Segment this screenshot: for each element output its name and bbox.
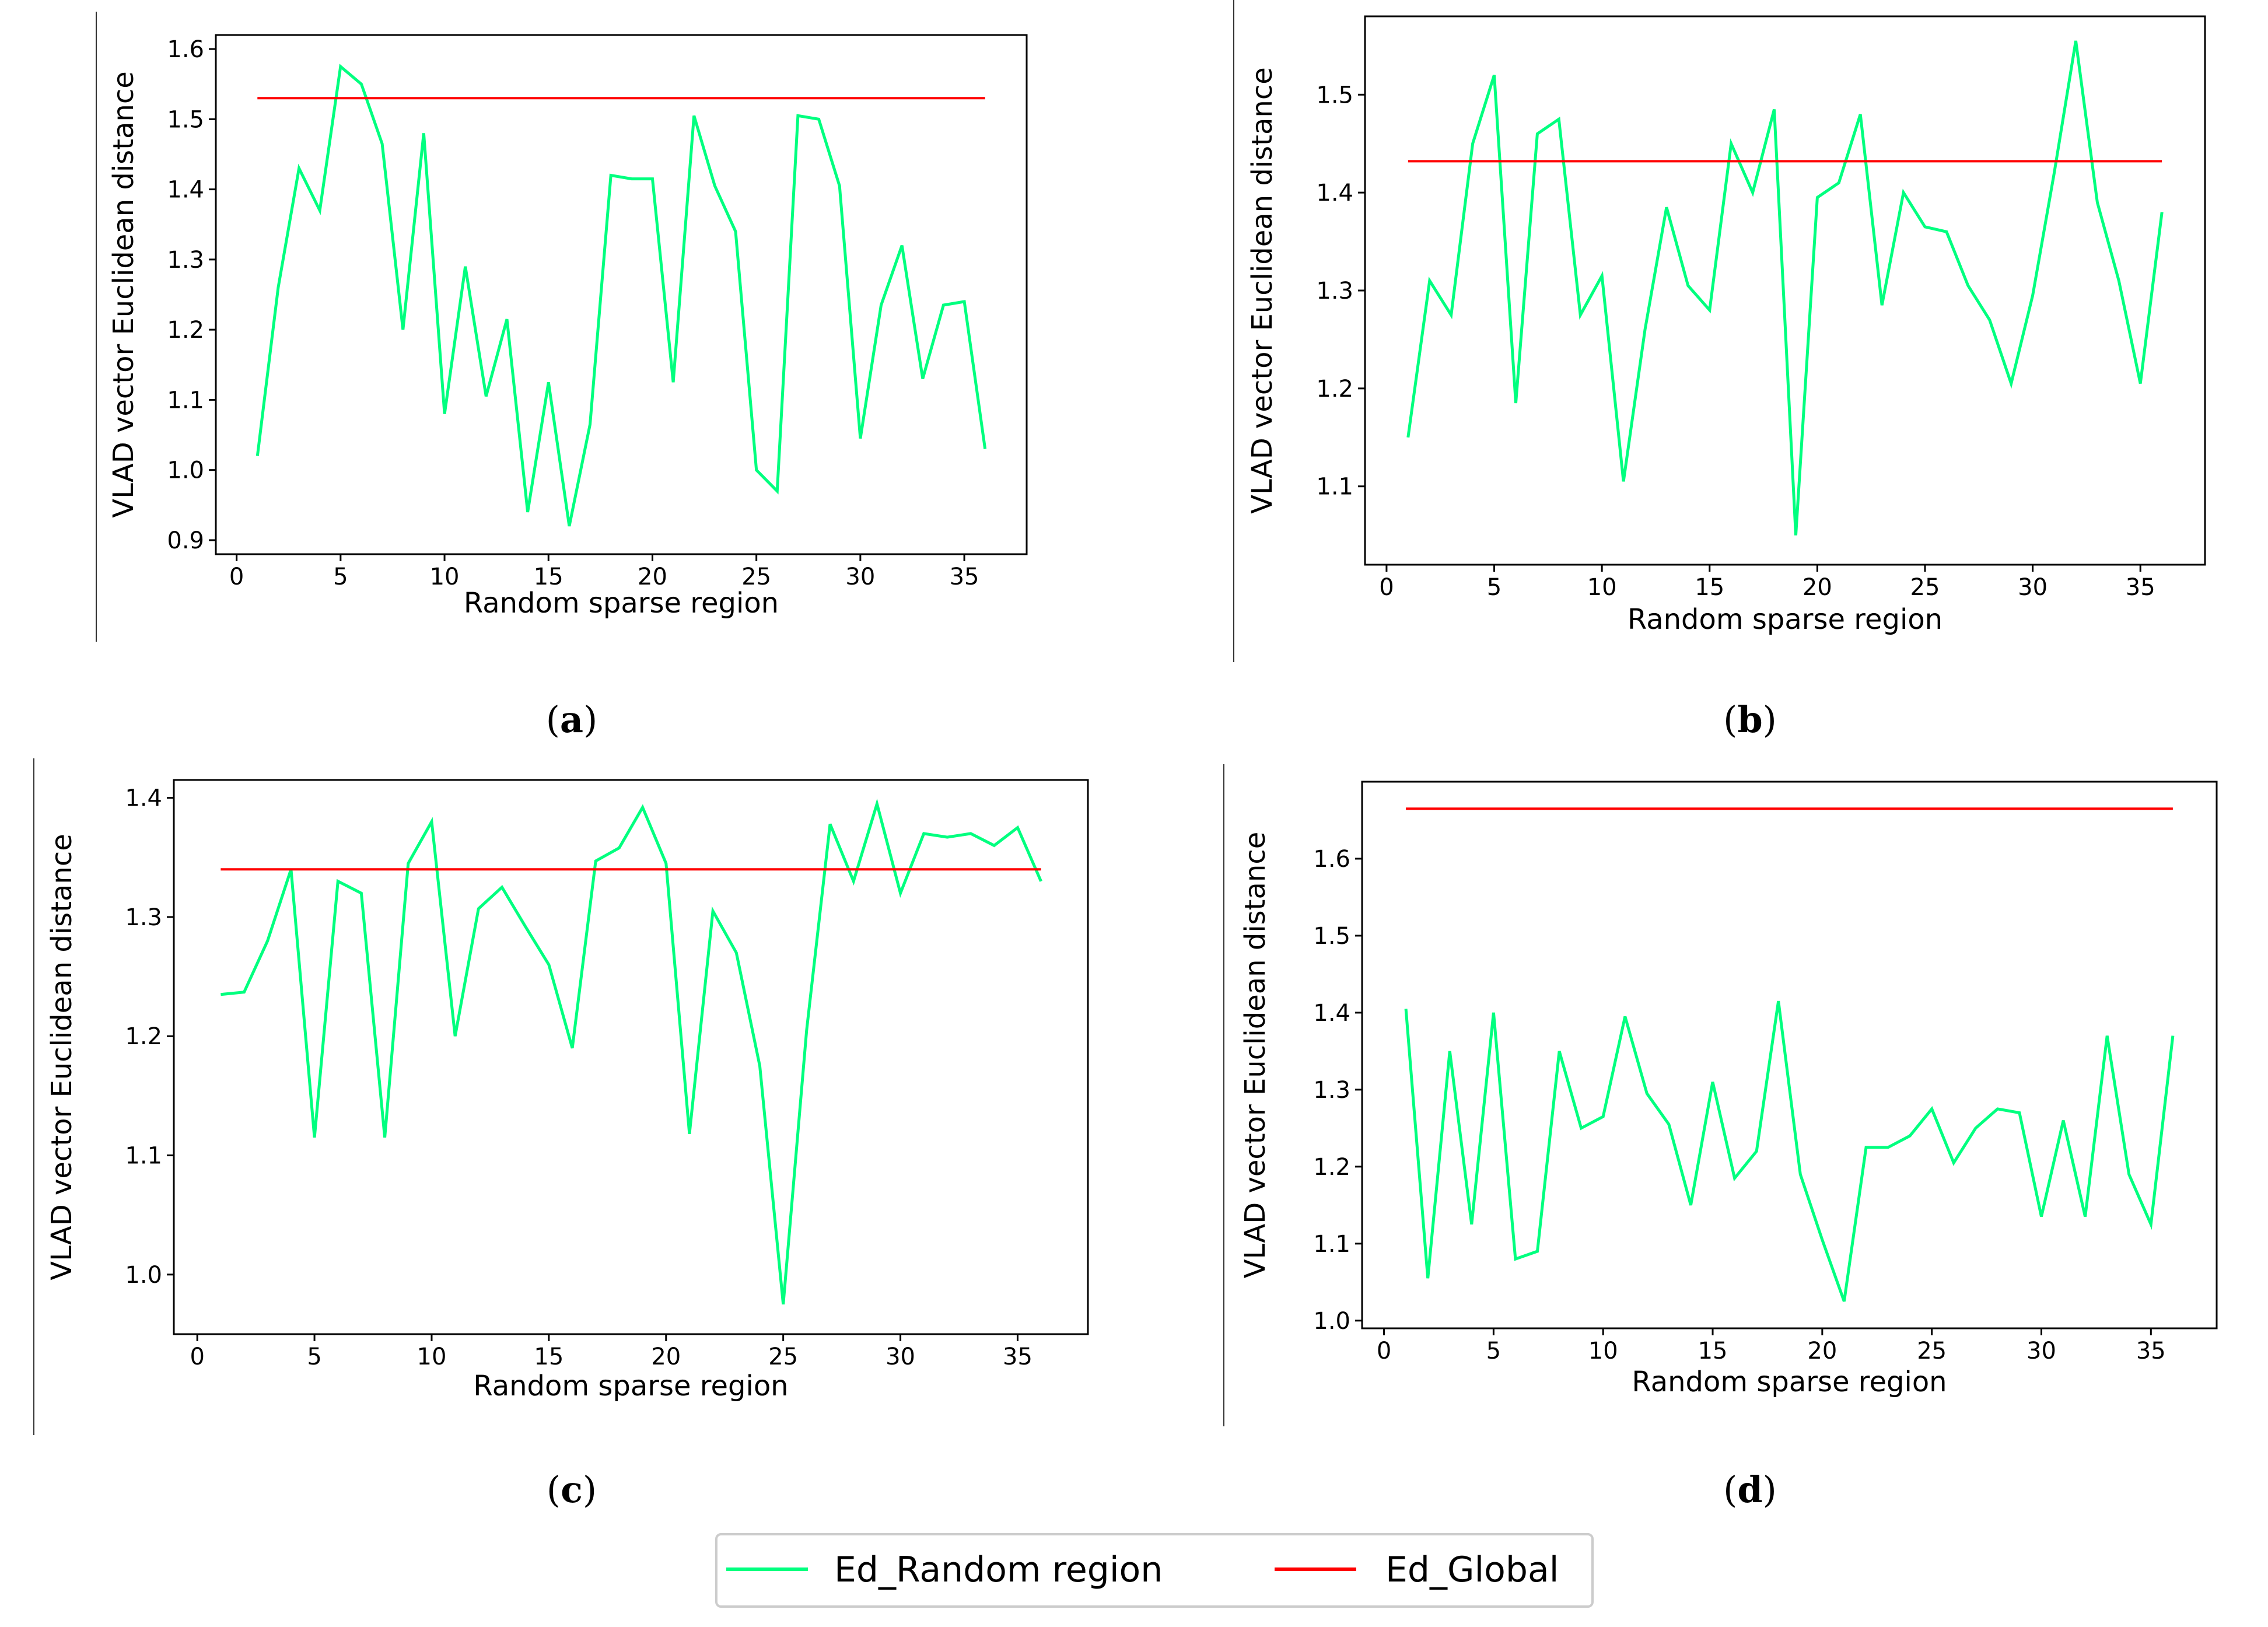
series-line-ed-random-region xyxy=(1406,40,2164,536)
x-axis-title: Random sparse region xyxy=(473,1370,788,1402)
x-tick-label: 0 xyxy=(229,564,244,590)
x-tick-label: 10 xyxy=(417,1343,447,1370)
caption-letter: a xyxy=(560,698,583,741)
series-line-ed-random-region xyxy=(1404,1000,2175,1302)
x-tick-label: 30 xyxy=(2018,574,2048,601)
x-tick-label: 35 xyxy=(2136,1338,2166,1364)
y-tick-label: 1.5 xyxy=(1316,82,1353,109)
x-tick-label: 0 xyxy=(1377,1338,1391,1364)
x-axis-title: Random sparse region xyxy=(1632,1366,1947,1398)
x-tick-label: 20 xyxy=(638,564,667,590)
x-tick-label: 25 xyxy=(1917,1338,1947,1364)
x-tick-label: 15 xyxy=(534,1343,564,1370)
y-tick-label: 1.0 xyxy=(167,457,204,484)
x-tick-label: 25 xyxy=(741,564,771,590)
y-tick-label: 1.2 xyxy=(1316,376,1353,403)
y-tick-label: 1.5 xyxy=(1313,923,1350,950)
x-axis-title: Random sparse region xyxy=(464,587,779,620)
x-tick-label: 25 xyxy=(768,1343,798,1370)
caption-letter: d xyxy=(1737,1468,1762,1511)
x-tick-label: 25 xyxy=(1910,574,1940,601)
y-tick-label: 1.4 xyxy=(1313,1000,1350,1027)
caption-close-paren: ) xyxy=(1763,698,1777,741)
chart-panel-d: 0 5 10 15 20 25 30 35 1.0 1.1 1.2 1.3 1.4 1.5 1.6 Rando… xyxy=(1223,764,2218,1511)
x-axis-title: Random sparse region xyxy=(1628,603,1943,636)
plot-frame xyxy=(1361,781,2218,1329)
y-tick-label: 1.1 xyxy=(1316,474,1353,501)
caption-close-paren: ) xyxy=(583,698,597,741)
chart-panel-b: 0 5 10 15 20 25 30 35 1.1 1.2 1.3 1.4 1.5 Random spar… xyxy=(1233,0,2206,741)
y-tick-label: 1.3 xyxy=(167,247,204,274)
y-tick-label: 0.9 xyxy=(167,527,204,554)
x-tick-label: 0 xyxy=(1379,574,1394,601)
caption-letter: c xyxy=(561,1468,583,1511)
y-tick-label: 1.0 xyxy=(1313,1308,1350,1335)
x-tick-label: 20 xyxy=(1803,574,1832,601)
panel-caption: (a) xyxy=(546,698,598,741)
series-line-ed-random-region xyxy=(220,798,1042,1305)
x-tick-label: 5 xyxy=(307,1343,321,1370)
y-tick-label: 1.3 xyxy=(1313,1077,1350,1104)
y-tick-label: 1.1 xyxy=(167,387,204,414)
x-tick-label: 35 xyxy=(950,564,979,590)
caption-open-paren: ( xyxy=(547,1468,561,1511)
legend-label: Ed_Random region xyxy=(834,1549,1163,1590)
x-tick-label: 0 xyxy=(190,1343,204,1370)
y-tick-label: 1.6 xyxy=(167,36,204,63)
x-tick-label: 35 xyxy=(2126,574,2155,601)
caption-open-paren: ( xyxy=(1723,698,1737,741)
x-tick-label: 15 xyxy=(534,564,564,590)
caption-open-paren: ( xyxy=(546,698,560,741)
y-axis-title: VLAD vector Euclidean distance xyxy=(107,71,140,518)
x-tick-label: 30 xyxy=(845,564,875,590)
x-tick-label: 20 xyxy=(651,1343,681,1370)
plot-frame xyxy=(215,34,1028,555)
y-tick-label: 1.2 xyxy=(125,1023,162,1050)
x-tick-label: 35 xyxy=(1003,1343,1032,1370)
x-tick-label: 20 xyxy=(1807,1338,1837,1364)
x-tick-label: 15 xyxy=(1695,574,1724,601)
caption-close-paren: ) xyxy=(583,1468,597,1511)
plot-frame xyxy=(173,779,1089,1335)
legend: Ed_Random region Ed_Global xyxy=(715,1533,1594,1608)
y-tick-label: 1.0 xyxy=(125,1262,162,1289)
y-tick-label: 1.4 xyxy=(125,785,162,812)
x-tick-label: 10 xyxy=(430,564,460,590)
y-axis-title: VLAD vector Euclidean distance xyxy=(46,834,78,1280)
y-axis-title: VLAD vector Euclidean distance xyxy=(1239,832,1272,1279)
chart-panel-c: 0 5 10 15 20 25 30 35 1.0 1.1 1.2 1.3 1.4 Random spar… xyxy=(33,758,1089,1511)
legend-box xyxy=(715,1533,1594,1608)
x-tick-label: 5 xyxy=(1487,574,1502,601)
y-tick-label: 1.1 xyxy=(125,1143,162,1170)
caption-close-paren: ) xyxy=(1763,1468,1777,1511)
y-tick-label: 1.3 xyxy=(125,904,162,931)
x-tick-label: 5 xyxy=(333,564,348,590)
panel-caption: (c) xyxy=(547,1468,597,1511)
x-tick-label: 10 xyxy=(1587,574,1617,601)
y-tick-label: 1.2 xyxy=(1313,1154,1350,1181)
caption-letter: b xyxy=(1737,698,1762,741)
x-tick-label: 15 xyxy=(1698,1338,1728,1364)
y-tick-label: 1.1 xyxy=(1313,1231,1350,1258)
plot-frame xyxy=(1364,15,2206,566)
panel-caption: (d) xyxy=(1723,1468,1777,1511)
y-tick-label: 1.2 xyxy=(167,317,204,344)
y-tick-label: 1.5 xyxy=(167,106,204,133)
x-tick-label: 10 xyxy=(1588,1338,1618,1364)
y-tick-label: 1.4 xyxy=(1316,180,1353,207)
y-tick-label: 1.3 xyxy=(1316,278,1353,305)
y-tick-label: 1.4 xyxy=(167,177,204,204)
y-axis-title: VLAD vector Euclidean distance xyxy=(1246,67,1279,514)
chart-panel-a: 0 5 10 15 20 25 30 35 0.9 1.0 1.1 1.2 1.3 1.4 1.5 1.6 Ra… xyxy=(96,12,1028,741)
y-tick-label: 1.6 xyxy=(1313,846,1350,873)
x-tick-label: 5 xyxy=(1486,1338,1501,1364)
x-tick-label: 30 xyxy=(2027,1338,2056,1364)
caption-open-paren: ( xyxy=(1723,1468,1737,1511)
x-tick-label: 30 xyxy=(886,1343,915,1370)
legend-label: Ed_Global xyxy=(1385,1549,1559,1590)
series-line-ed-random-region xyxy=(256,64,987,527)
panel-caption: (b) xyxy=(1723,698,1777,741)
